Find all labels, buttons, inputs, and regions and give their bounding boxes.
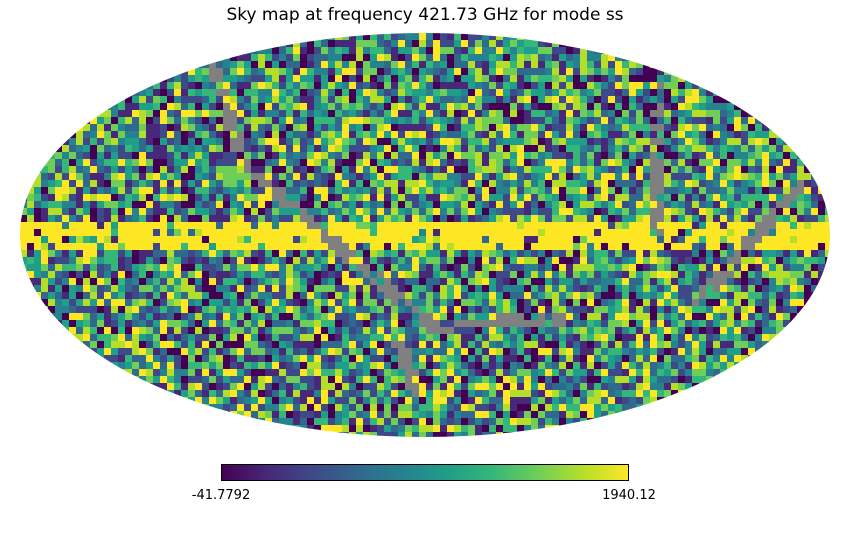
- sky-map-pixels: [20, 33, 830, 437]
- map-title: Sky map at frequency 421.73 GHz for mode…: [226, 5, 624, 25]
- colorbar: [221, 464, 629, 481]
- colorbar-min-label: -41.7792: [191, 488, 251, 503]
- colorbar-max-label: 1940.12: [602, 488, 656, 503]
- sky-map-mollweide: [20, 33, 830, 437]
